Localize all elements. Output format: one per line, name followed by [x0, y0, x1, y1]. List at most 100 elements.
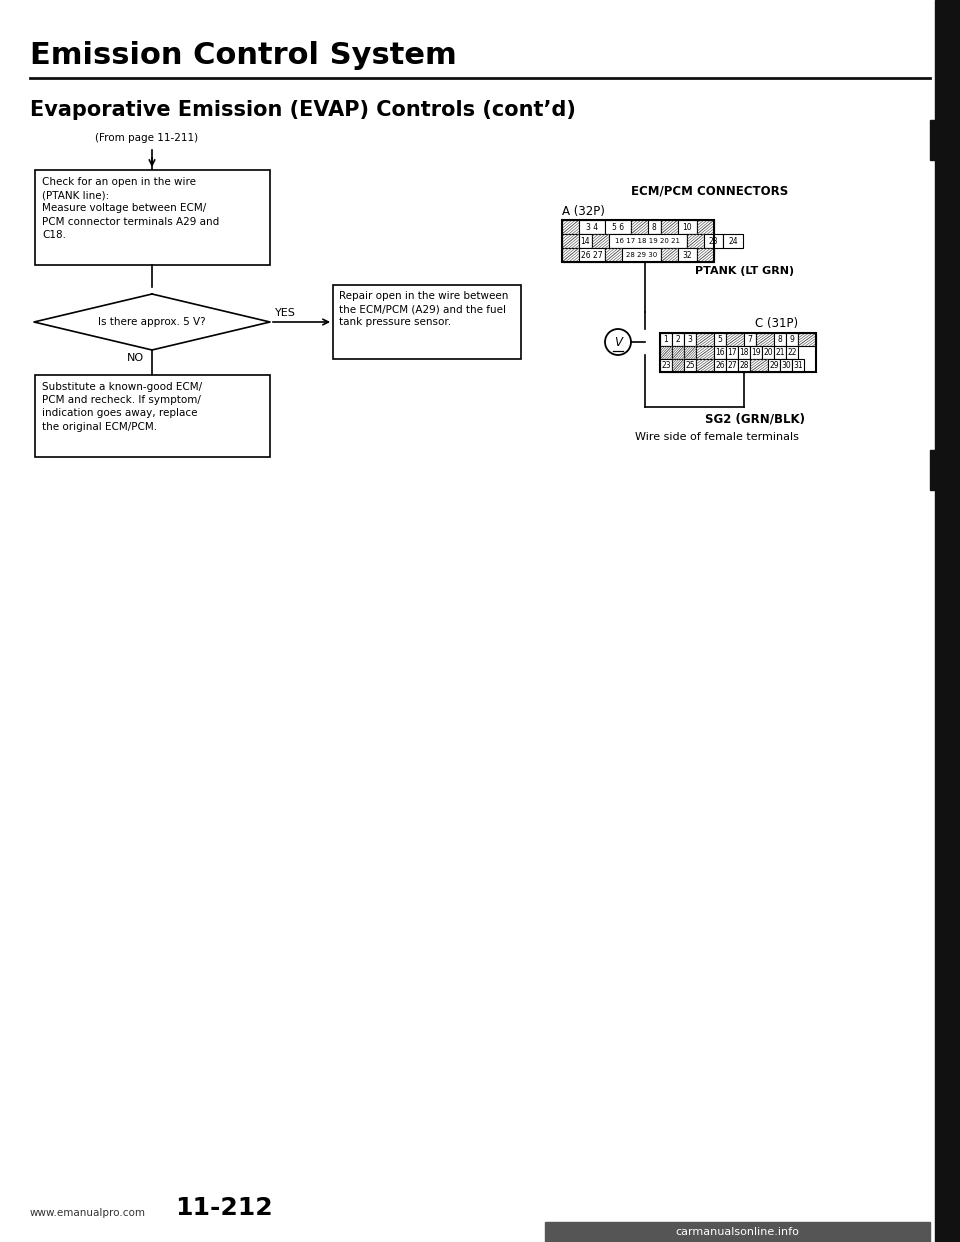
- Bar: [714, 347, 726, 359]
- Text: Repair open in the wire between
the ECM/PCM (A29) and the fuel
tank pressure sen: Repair open in the wire between the ECM/…: [339, 291, 509, 328]
- Bar: [562, 233, 579, 248]
- Bar: [672, 359, 684, 373]
- Bar: [684, 347, 696, 359]
- Text: 11-212: 11-212: [175, 1196, 273, 1220]
- Text: 3 4: 3 4: [586, 222, 598, 231]
- Text: 7: 7: [748, 335, 753, 344]
- Bar: [672, 347, 684, 359]
- Text: Is there approx. 5 V?: Is there approx. 5 V?: [98, 317, 205, 327]
- Bar: [704, 233, 723, 248]
- Bar: [726, 347, 738, 359]
- Text: 14: 14: [581, 236, 590, 246]
- Bar: [660, 248, 678, 262]
- Bar: [562, 248, 579, 262]
- Text: 9: 9: [789, 335, 795, 344]
- Bar: [738, 359, 750, 373]
- Text: 28 29 30: 28 29 30: [626, 252, 657, 258]
- Bar: [768, 359, 780, 373]
- Text: 1: 1: [663, 335, 668, 344]
- Bar: [684, 333, 696, 347]
- Text: Substitute a known-good ECM/
PCM and recheck. If symptom/
indication goes away, : Substitute a known-good ECM/ PCM and rec…: [42, 383, 203, 432]
- Bar: [678, 220, 697, 233]
- Bar: [579, 248, 605, 262]
- Text: 25: 25: [685, 361, 695, 370]
- Bar: [774, 347, 786, 359]
- Bar: [780, 359, 792, 373]
- Bar: [738, 347, 750, 359]
- Bar: [35, 375, 270, 457]
- Text: 19: 19: [751, 348, 761, 356]
- Bar: [786, 347, 798, 359]
- Bar: [609, 233, 686, 248]
- Bar: [750, 359, 768, 373]
- Bar: [622, 248, 660, 262]
- Bar: [697, 248, 714, 262]
- Text: YES: YES: [275, 308, 296, 318]
- Bar: [631, 220, 648, 233]
- Bar: [756, 333, 774, 347]
- Bar: [684, 359, 696, 373]
- Bar: [579, 233, 592, 248]
- Bar: [545, 1222, 930, 1242]
- Text: Emission Control System: Emission Control System: [30, 41, 457, 70]
- Bar: [660, 220, 678, 233]
- Text: 24: 24: [728, 236, 738, 246]
- Bar: [696, 347, 714, 359]
- Text: NO: NO: [127, 353, 144, 363]
- Text: SG2 (GRN/BLK): SG2 (GRN/BLK): [705, 412, 805, 425]
- Bar: [35, 170, 270, 265]
- Text: 10: 10: [683, 222, 692, 231]
- Bar: [333, 284, 521, 359]
- Bar: [774, 333, 786, 347]
- Bar: [930, 120, 938, 160]
- Text: 8: 8: [778, 335, 782, 344]
- Text: 28: 28: [739, 361, 749, 370]
- Bar: [660, 333, 816, 373]
- Text: PTANK (LT GRN): PTANK (LT GRN): [695, 266, 795, 276]
- Text: 5: 5: [717, 335, 723, 344]
- Text: 5 6: 5 6: [612, 222, 624, 231]
- Bar: [648, 220, 660, 233]
- Text: www.emanualpro.com: www.emanualpro.com: [30, 1208, 146, 1218]
- Text: 2: 2: [676, 335, 681, 344]
- Text: ECM/PCM CONNECTORS: ECM/PCM CONNECTORS: [632, 185, 788, 197]
- Text: 23: 23: [661, 361, 671, 370]
- Bar: [696, 333, 714, 347]
- Text: 31: 31: [793, 361, 803, 370]
- Bar: [762, 347, 774, 359]
- Text: carmanualsonline.info: carmanualsonline.info: [675, 1227, 799, 1237]
- Bar: [744, 333, 756, 347]
- Text: 21: 21: [776, 348, 784, 356]
- Text: 22: 22: [787, 348, 797, 356]
- Text: Wire side of female terminals: Wire side of female terminals: [635, 432, 799, 442]
- Text: 3: 3: [687, 335, 692, 344]
- Bar: [714, 359, 726, 373]
- Text: Evaporative Emission (EVAP) Controls (cont’d): Evaporative Emission (EVAP) Controls (co…: [30, 101, 576, 120]
- Text: 18: 18: [739, 348, 749, 356]
- Text: 27: 27: [727, 361, 737, 370]
- Bar: [660, 347, 672, 359]
- Text: (From page 11-211): (From page 11-211): [95, 133, 198, 143]
- Text: A (32P): A (32P): [562, 205, 605, 219]
- Bar: [930, 450, 938, 491]
- Bar: [726, 359, 738, 373]
- Text: 26: 26: [715, 361, 725, 370]
- Bar: [678, 248, 697, 262]
- Text: C (31P): C (31P): [755, 317, 798, 330]
- Text: 30: 30: [781, 361, 791, 370]
- Text: Check for an open in the wire
(PTANK line):
Measure voltage between ECM/
PCM con: Check for an open in the wire (PTANK lin…: [42, 178, 219, 240]
- Bar: [592, 233, 609, 248]
- Bar: [786, 333, 798, 347]
- Text: 17: 17: [727, 348, 737, 356]
- Bar: [605, 220, 631, 233]
- Text: 8: 8: [652, 222, 657, 231]
- Text: 16: 16: [715, 348, 725, 356]
- Bar: [696, 359, 714, 373]
- Bar: [579, 220, 605, 233]
- Bar: [660, 333, 672, 347]
- Text: 26 27: 26 27: [581, 251, 603, 260]
- Text: 23: 23: [708, 236, 718, 246]
- Text: 32: 32: [683, 251, 692, 260]
- Polygon shape: [34, 294, 270, 350]
- Bar: [697, 220, 714, 233]
